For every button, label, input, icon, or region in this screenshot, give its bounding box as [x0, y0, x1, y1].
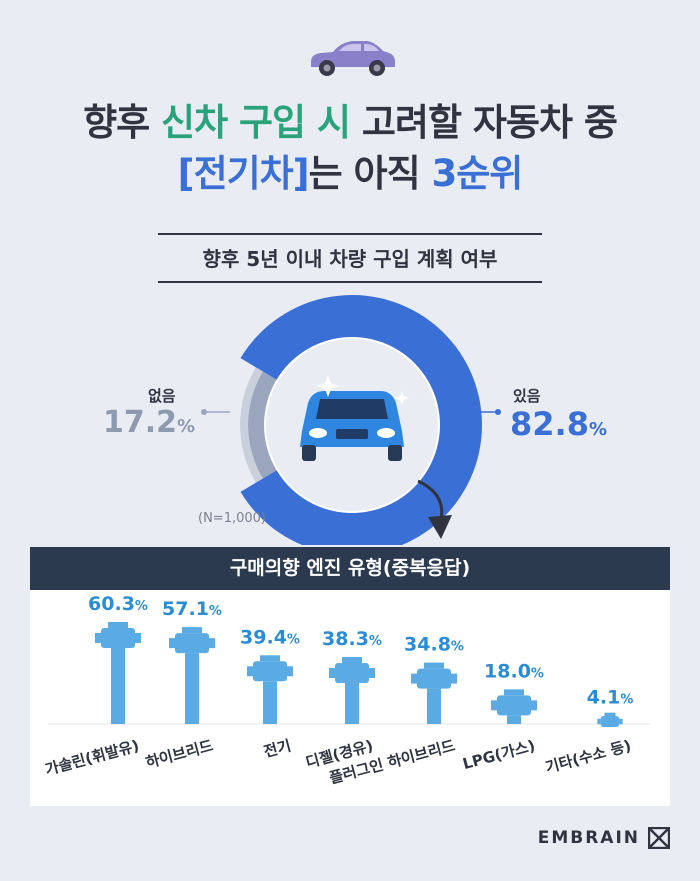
engine-bar-stem	[507, 715, 521, 724]
engine-type-panel-title: 구매의향 엔진 유형(중복응답)	[30, 547, 670, 590]
engine-bar-cap	[182, 627, 202, 634]
engine-bar-side-right	[135, 633, 141, 643]
headline-line-2: [전기차]는 아직 3순위	[0, 143, 700, 197]
engine-bar-side-right	[531, 700, 537, 711]
engine-bar-head	[101, 628, 135, 648]
no-value-pct: %	[177, 416, 196, 437]
down-arrow-head	[428, 515, 452, 539]
engine-bar	[491, 689, 537, 724]
engine-bar	[411, 662, 457, 724]
headline-highlight-3: 3순위	[431, 152, 524, 195]
headline-highlight-2: [전기차]	[177, 152, 310, 195]
yes-value-pct: %	[588, 419, 607, 440]
yes-label: 있음	[513, 387, 541, 405]
no-leader-dot	[201, 409, 207, 415]
yes-value-number: 82.8	[510, 405, 589, 443]
engine-type-bar-chart: 60.3%가솔린(휘발유)57.1%하이브리드39.4%전기38.3%디젤(경유…	[43, 593, 650, 787]
engine-bar-head	[175, 633, 209, 654]
engine-bar-side-right	[619, 718, 623, 725]
engine-bar-side-right	[287, 666, 293, 677]
engine-bar-stem	[185, 653, 199, 724]
car-icon	[311, 41, 395, 76]
bar-category-label: 가솔린(휘발유)	[43, 736, 141, 778]
engine-bar-stem	[427, 688, 441, 724]
donut-slice-no-edge	[240, 367, 263, 483]
brand-name: EMBRAIN	[537, 828, 640, 848]
no-value-number: 17.2	[103, 405, 178, 440]
engine-bar-head	[253, 661, 287, 682]
headline-pre: 향후	[83, 101, 162, 144]
survey-subtitle: 향후 5년 이내 차량 구입 계획 여부	[158, 233, 542, 283]
engine-bar-side-left	[329, 668, 335, 679]
brand-mark-icon	[648, 827, 670, 849]
bar-value-label: 57.1%	[162, 598, 222, 620]
engine-bar-head	[600, 716, 620, 727]
engine-bar-cap	[424, 662, 444, 669]
headline-highlight-1: 신차 구입 시	[161, 101, 351, 144]
engine-bar-side-left	[169, 638, 175, 649]
engine-bar-head	[497, 695, 531, 716]
engine-bar	[95, 622, 141, 724]
electric-car-icon	[300, 375, 409, 461]
engine-bar-cap	[260, 655, 280, 662]
engine-bar-cap	[504, 689, 524, 696]
engine-bar-stem	[111, 648, 125, 724]
engine-bar	[597, 712, 623, 727]
bar-category-label: 전기	[262, 736, 293, 761]
yes-value: 82.8%	[510, 405, 607, 443]
bar-value-label: 39.4%	[240, 626, 300, 648]
brand-logo: EMBRAIN	[538, 826, 670, 850]
sample-size: (N=1,000)	[198, 511, 266, 526]
engine-bar-stem	[345, 683, 359, 724]
engine-bar-side-right	[451, 673, 457, 684]
headline-post: 고려할 자동차 중	[350, 101, 618, 144]
engine-bar-cap	[108, 622, 128, 628]
purchase-plan-donut	[201, 295, 501, 545]
bar-value-label: 60.3%	[88, 593, 148, 615]
bar-category-label: 기타(수소 등)	[543, 736, 633, 776]
engine-bar-side-right	[209, 638, 215, 649]
engine-bar	[247, 655, 293, 724]
bar-value-label: 38.3%	[322, 628, 382, 650]
engine-bar-side-left	[491, 700, 497, 711]
engine-bar-cap	[342, 657, 362, 664]
engine-bar-cap	[604, 712, 616, 716]
bar-category-label: LPG(가스)	[461, 736, 537, 773]
engine-bar-head	[417, 668, 451, 689]
headline-mid: 는 아직	[308, 152, 432, 195]
bar-value-label: 4.1%	[587, 686, 634, 708]
yes-leader-dot	[495, 409, 501, 415]
bar-value-label: 18.0%	[484, 660, 544, 682]
engine-bar-head	[335, 663, 369, 684]
engine-bar-side-left	[95, 633, 101, 643]
donut-slice-no	[248, 371, 277, 479]
no-label: 없음	[148, 387, 176, 405]
bar-category-label: 하이브리드	[144, 736, 216, 771]
engine-bar-stem	[263, 681, 277, 724]
engine-bar-side-left	[247, 666, 253, 677]
bar-value-label: 34.8%	[404, 634, 464, 656]
engine-bar	[329, 657, 375, 724]
no-value: 17.2%	[103, 405, 195, 440]
engine-bar-side-left	[411, 673, 417, 684]
engine-bar-side-right	[369, 668, 375, 679]
headline-line-1: 향후 신차 구입 시 고려할 자동차 중	[0, 92, 700, 146]
engine-bar-side-left	[597, 718, 601, 725]
engine-bar	[169, 627, 215, 724]
